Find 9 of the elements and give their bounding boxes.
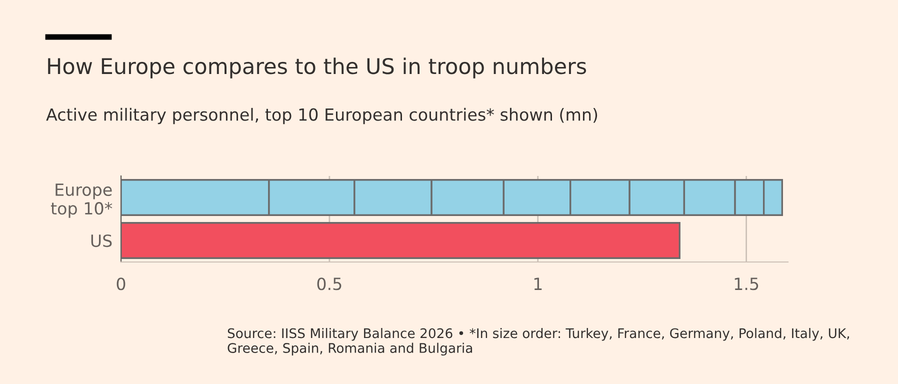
y-tick-label: US <box>91 234 112 248</box>
chart-subtitle: Active military personnel, top 10 European countries* shown (mn) <box>46 108 598 124</box>
x-tick-label: 1.5 <box>734 278 758 290</box>
source-note: Source: IISS Military Balance 2026 • *In size order: Turkey, France, Germany, Poland, Italy, UK, Greece, Spain, Romania and Bulgaria <box>228 328 850 356</box>
chart-title: How Europe compares to the US in troop numbers <box>48 58 586 78</box>
x-tick-label: 1 <box>534 278 542 290</box>
x-tick-label: 0.5 <box>317 278 342 290</box>
x-tick-label: 0 <box>116 278 126 290</box>
y-tick-label: Europe top 10* <box>50 184 112 218</box>
